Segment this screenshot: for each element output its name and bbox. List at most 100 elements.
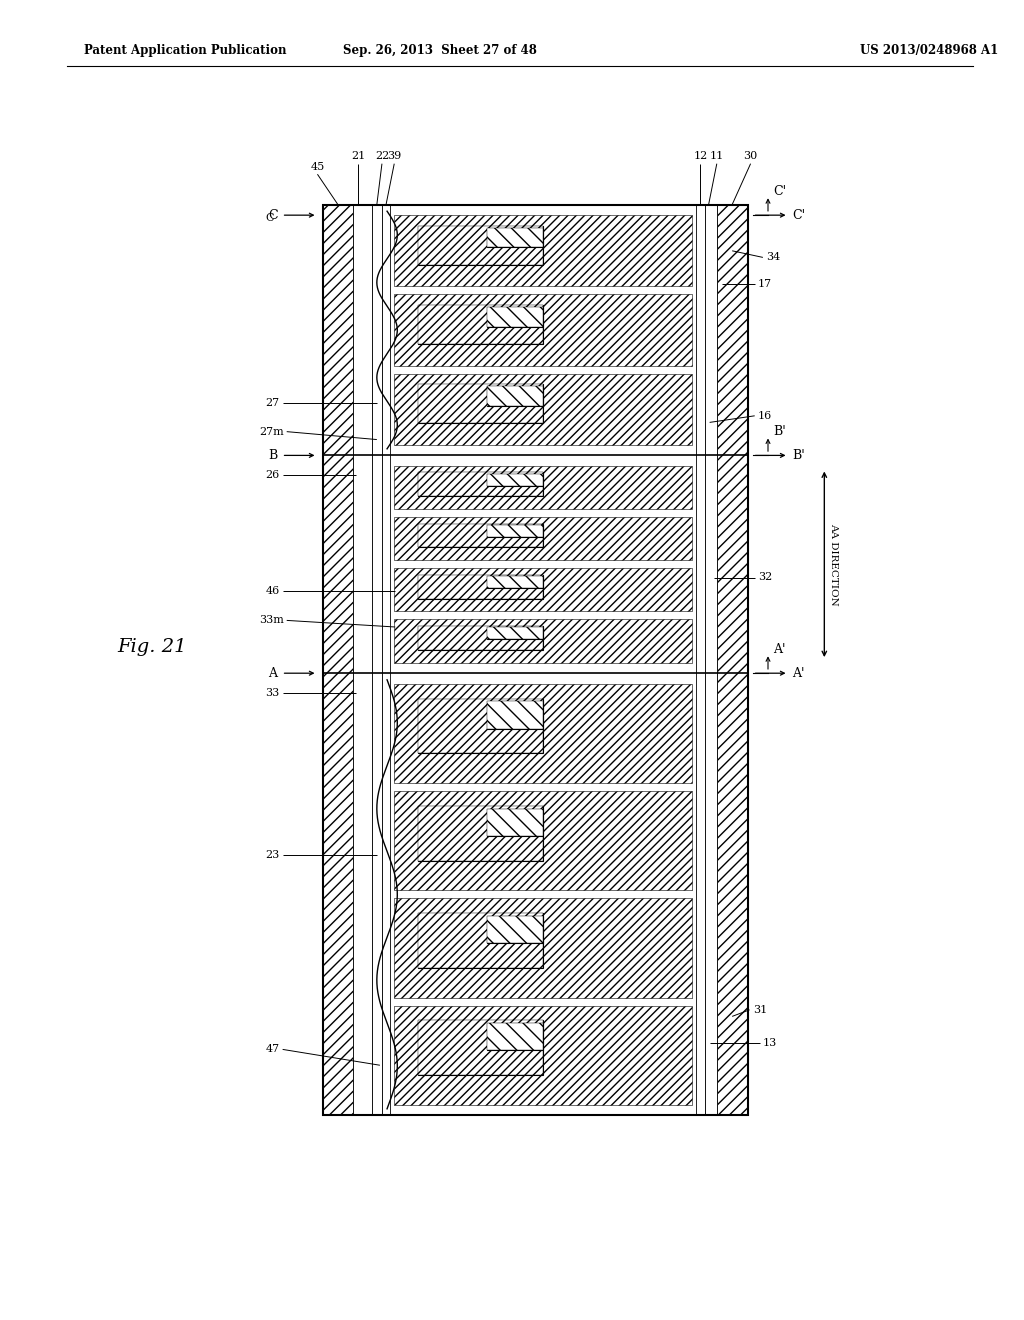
- Bar: [487, 525, 543, 537]
- Text: 33: 33: [265, 688, 280, 698]
- Bar: [418, 698, 543, 754]
- Bar: [487, 701, 543, 729]
- Bar: [487, 1023, 543, 1051]
- Bar: [418, 626, 543, 649]
- Bar: [394, 684, 692, 783]
- Bar: [487, 308, 543, 326]
- Text: US 2013/0248968 A1: US 2013/0248968 A1: [860, 44, 998, 57]
- Bar: [487, 627, 543, 639]
- Bar: [418, 807, 543, 861]
- Bar: [372, 205, 382, 1115]
- Text: 45: 45: [310, 161, 325, 172]
- Bar: [487, 627, 543, 639]
- Bar: [487, 576, 543, 587]
- Bar: [394, 215, 692, 286]
- Bar: [418, 524, 543, 548]
- Bar: [353, 205, 372, 1115]
- Text: 26: 26: [265, 470, 280, 480]
- Bar: [487, 474, 543, 486]
- Bar: [487, 228, 543, 247]
- Bar: [418, 473, 543, 496]
- Text: 22: 22: [375, 150, 389, 161]
- Bar: [487, 308, 543, 326]
- Text: 13: 13: [763, 1038, 777, 1048]
- Text: C: C: [268, 209, 278, 222]
- Bar: [418, 913, 543, 968]
- Text: Sep. 26, 2013  Sheet 27 of 48: Sep. 26, 2013 Sheet 27 of 48: [343, 44, 538, 57]
- Text: Fig. 21: Fig. 21: [118, 638, 187, 656]
- Bar: [487, 387, 543, 405]
- Text: Patent Application Publication: Patent Application Publication: [84, 44, 287, 57]
- Text: 12: 12: [693, 150, 708, 161]
- Bar: [418, 574, 543, 598]
- Text: 39: 39: [387, 150, 401, 161]
- Bar: [418, 384, 543, 424]
- Bar: [487, 916, 543, 944]
- Bar: [487, 228, 543, 247]
- Text: 11: 11: [710, 150, 724, 161]
- Text: 27m: 27m: [259, 426, 284, 437]
- Text: 46: 46: [265, 586, 280, 595]
- Text: 17: 17: [758, 279, 772, 289]
- Text: B: B: [268, 449, 278, 462]
- Text: 47: 47: [265, 1044, 280, 1055]
- Text: A': A': [793, 667, 805, 680]
- Bar: [487, 525, 543, 537]
- Bar: [487, 809, 543, 836]
- Bar: [394, 374, 692, 445]
- Bar: [418, 1020, 543, 1074]
- Bar: [487, 474, 543, 486]
- Bar: [696, 205, 705, 1115]
- Bar: [418, 524, 543, 548]
- Bar: [487, 576, 543, 587]
- Bar: [394, 569, 692, 611]
- Bar: [418, 305, 543, 345]
- Bar: [394, 294, 692, 366]
- Bar: [323, 205, 353, 1115]
- Bar: [418, 384, 543, 424]
- Text: C': C': [793, 209, 806, 222]
- Bar: [418, 226, 543, 265]
- Bar: [394, 1006, 692, 1105]
- Bar: [394, 791, 692, 890]
- Text: C': C': [773, 185, 786, 198]
- Text: 32: 32: [758, 573, 772, 582]
- Bar: [418, 305, 543, 345]
- Bar: [418, 913, 543, 968]
- Bar: [487, 809, 543, 836]
- Bar: [418, 626, 543, 649]
- Bar: [717, 205, 748, 1115]
- Bar: [487, 701, 543, 729]
- Text: 31: 31: [753, 1005, 767, 1015]
- Bar: [418, 698, 543, 754]
- Bar: [418, 473, 543, 496]
- Bar: [394, 466, 692, 510]
- Text: 30: 30: [743, 150, 758, 161]
- Bar: [487, 387, 543, 405]
- Text: AA DIRECTION: AA DIRECTION: [829, 523, 839, 606]
- Text: 33m: 33m: [259, 615, 284, 626]
- Bar: [717, 205, 748, 1115]
- Text: 16: 16: [758, 411, 772, 421]
- Text: 34: 34: [766, 252, 780, 263]
- Bar: [382, 205, 390, 1115]
- Text: 27: 27: [265, 397, 280, 408]
- Bar: [394, 619, 692, 663]
- Bar: [418, 226, 543, 265]
- Bar: [418, 1020, 543, 1074]
- Bar: [418, 574, 543, 598]
- Text: 21: 21: [351, 150, 366, 161]
- Text: B': B': [773, 425, 785, 438]
- Text: A': A': [773, 643, 785, 656]
- Text: B': B': [793, 449, 805, 462]
- Text: C: C: [265, 213, 273, 223]
- Bar: [487, 1023, 543, 1051]
- Bar: [705, 205, 717, 1115]
- Bar: [394, 517, 692, 560]
- Bar: [323, 205, 748, 1115]
- Bar: [418, 807, 543, 861]
- Bar: [487, 916, 543, 944]
- Text: A: A: [268, 667, 278, 680]
- Text: 23: 23: [265, 850, 280, 859]
- Bar: [394, 898, 692, 998]
